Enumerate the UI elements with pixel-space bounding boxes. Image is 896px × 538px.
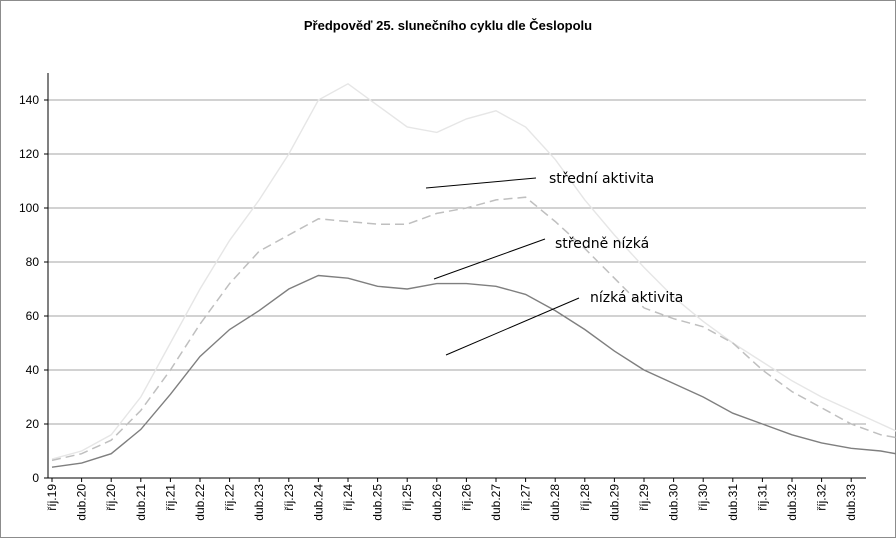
x-tick-labels: říj.19 dub.20 říj.20 dub.21 říj.21 dub.22 říj.… <box>45 484 858 521</box>
annotation-label: střední aktivita <box>549 171 654 187</box>
y-tick-label: 140 <box>19 93 39 107</box>
series-line-0 <box>51 274 896 468</box>
grid-lines <box>48 99 866 425</box>
annotation-leader <box>425 177 537 189</box>
x-tick-label: dub.26 <box>430 484 444 521</box>
x-tick-label: říj.25 <box>400 484 414 511</box>
x-tick-label: říj.19 <box>45 484 59 511</box>
x-tick-label: říj.28 <box>578 484 592 511</box>
x-tick-label: říj.21 <box>163 484 177 511</box>
series-line-1 <box>51 196 896 462</box>
chart-title: Předpověď 25. slunečního cyklu dle Česlo… <box>303 18 593 33</box>
x-tick-label: dub.27 <box>489 484 503 521</box>
x-tick-label: dub.29 <box>607 484 621 521</box>
x-tick-label: dub.22 <box>193 484 207 521</box>
x-tick-label: dub.30 <box>667 484 681 521</box>
x-tick-label: dub.24 <box>311 484 325 521</box>
x-tick-label: říj.26 <box>459 484 473 511</box>
y-tick-label: 60 <box>26 309 40 323</box>
x-tick-label: dub.28 <box>548 484 562 521</box>
x-tick-label: říj.27 <box>519 484 533 511</box>
x-tick-label: říj.24 <box>341 484 355 511</box>
y-tick-labels: 0 20 40 60 80 100 120 140 <box>19 93 39 485</box>
annotation-leader <box>433 238 546 280</box>
y-tick-label: 100 <box>19 201 39 215</box>
x-tick-label: dub.33 <box>844 484 858 521</box>
x-tick-label: dub.23 <box>252 484 266 521</box>
y-tick-label: 40 <box>26 363 40 377</box>
x-tick-label: říj.29 <box>637 484 651 511</box>
x-tick-label: dub.31 <box>726 484 740 521</box>
annotation-leader <box>445 297 580 356</box>
y-tick-label: 20 <box>26 417 40 431</box>
annotation-label: středně nízká <box>555 236 649 252</box>
x-tick-label: říj.22 <box>223 484 237 511</box>
axes <box>44 73 866 482</box>
x-tick-label: dub.21 <box>134 484 148 521</box>
y-tick-label: 0 <box>32 471 39 485</box>
x-tick-label: dub.32 <box>785 484 799 521</box>
x-tick-label: říj.30 <box>696 484 710 511</box>
y-tick-label: 80 <box>26 255 40 269</box>
annotations: střední aktivita středně nízká nízká aktiv… <box>425 171 683 356</box>
series-line-2 <box>51 82 896 460</box>
x-tick-label: dub.20 <box>75 484 89 521</box>
y-tick-label: 120 <box>19 147 39 161</box>
series-lines <box>51 82 896 468</box>
x-tick-label: dub.25 <box>371 484 385 521</box>
x-tick-label: říj.23 <box>282 484 296 511</box>
x-tick-label: říj.32 <box>815 484 829 511</box>
x-tick-label: říj.20 <box>104 484 118 511</box>
annotation-label: nízká aktivita <box>590 290 683 306</box>
x-tick-label: říj.31 <box>755 484 769 511</box>
